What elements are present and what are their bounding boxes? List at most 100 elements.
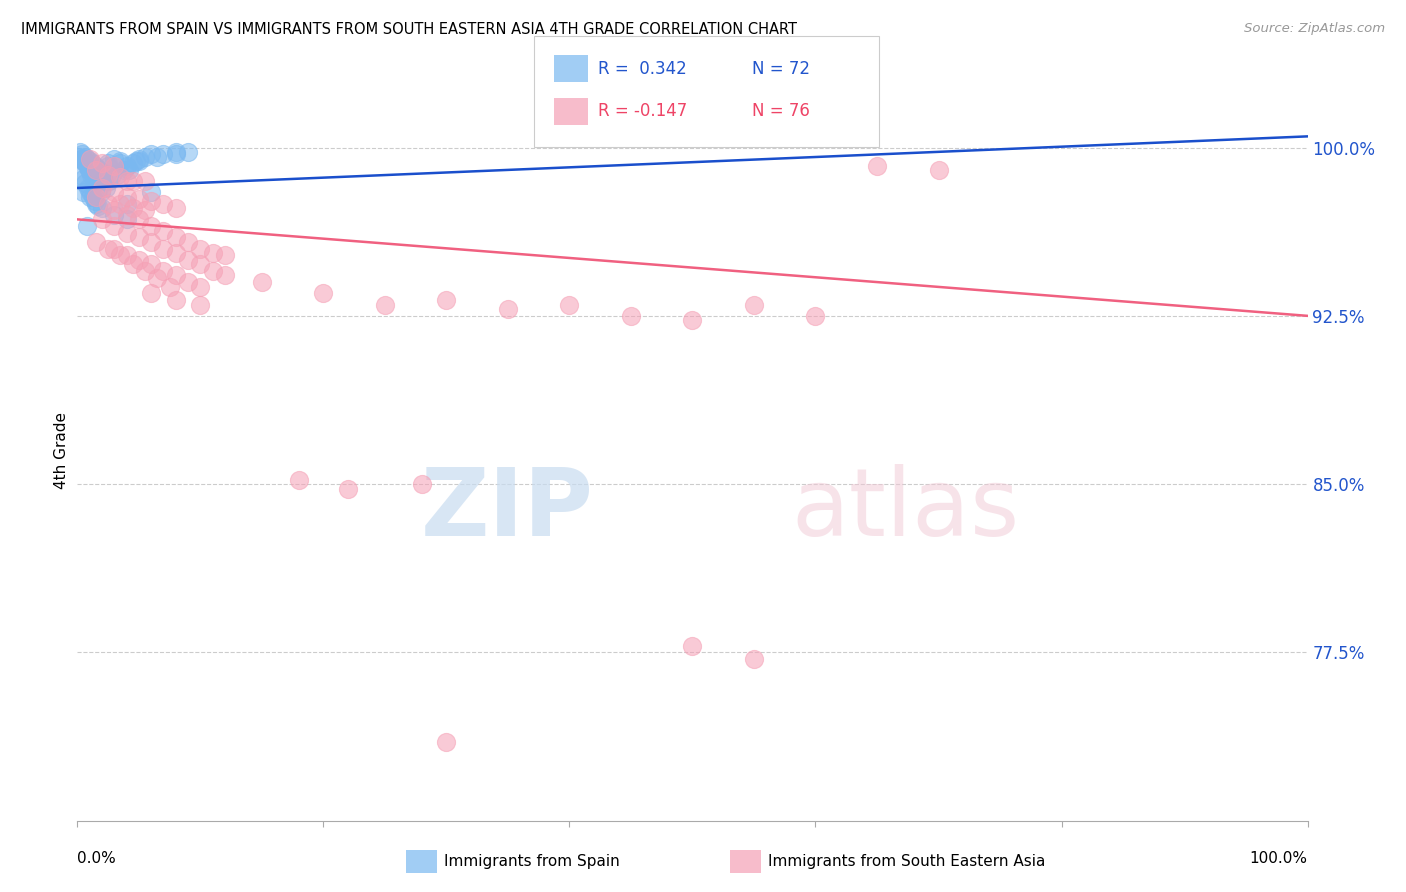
Point [165,230,187,244]
Point [134,264,156,278]
Point [177,275,200,289]
Point [97,196,120,211]
Point [201,246,224,260]
Point [201,264,224,278]
Point [188,242,212,256]
Point [110,156,132,170]
Point [866,159,889,173]
Point [121,257,143,271]
Point [152,264,174,278]
Point [682,313,704,327]
Point [141,235,163,249]
Point [125,154,148,169]
Point [134,174,156,188]
Text: R =  0.342: R = 0.342 [598,60,686,78]
Text: IMMIGRANTS FROM SPAIN VS IMMIGRANTS FROM SOUTH EASTERN ASIA 4TH GRADE CORRELATIO: IMMIGRANTS FROM SPAIN VS IMMIGRANTS FROM… [21,22,797,37]
Point [312,286,335,301]
Point [152,196,174,211]
Point [67,150,90,164]
Point [105,168,128,182]
Point [70,152,93,166]
Point [177,235,200,249]
Point [121,201,143,215]
Y-axis label: 4th Grade: 4th Grade [53,412,69,489]
Point [115,226,138,240]
Point [93,174,115,188]
Point [188,257,212,271]
Point [103,159,125,173]
Text: 0.0%: 0.0% [77,851,117,866]
Point [188,279,212,293]
Point [98,174,121,188]
Point [110,196,132,211]
Point [436,735,458,749]
Point [165,246,187,260]
Point [69,168,91,182]
Point [165,293,187,307]
Point [141,194,163,209]
Text: R = -0.147: R = -0.147 [598,103,686,120]
Point [97,168,120,182]
Point [146,150,169,164]
Point [115,159,138,173]
Text: Immigrants from South Eastern Asia: Immigrants from South Eastern Asia [768,855,1045,869]
Point [115,174,138,188]
Point [110,248,132,262]
Point [177,145,200,159]
Text: Immigrants from Spain: Immigrants from Spain [444,855,620,869]
Point [89,163,111,178]
Point [103,203,125,218]
Point [177,252,200,267]
Point [128,212,150,227]
Point [188,298,212,312]
Point [87,168,110,182]
Point [165,201,187,215]
Point [79,186,101,200]
Point [90,169,112,184]
Point [620,309,643,323]
Point [128,152,150,166]
Point [84,196,107,211]
Point [82,163,104,178]
Point [128,154,150,169]
Point [84,163,107,178]
Point [115,196,138,211]
Point [804,309,827,323]
Point [103,242,125,256]
Point [69,145,91,159]
Point [742,652,765,666]
Point [436,293,458,307]
Text: N = 72: N = 72 [752,60,810,78]
Text: Source: ZipAtlas.com: Source: ZipAtlas.com [1244,22,1385,36]
Point [83,172,105,186]
Point [79,152,101,166]
Point [103,208,125,222]
Point [75,177,97,191]
Point [682,639,704,653]
Point [91,172,114,186]
Point [90,156,114,170]
Point [141,219,163,233]
Point [496,302,519,317]
Point [118,163,141,178]
Point [76,159,98,173]
Point [77,163,100,178]
Point [77,159,100,173]
Point [214,248,236,262]
Point [86,199,108,213]
Point [97,159,120,173]
Point [90,186,112,200]
Point [141,147,163,161]
Text: N = 76: N = 76 [752,103,810,120]
Point [97,156,120,170]
Point [250,275,273,289]
Point [82,156,104,170]
Point [75,156,97,170]
Point [159,279,181,293]
Point [72,154,94,169]
Point [146,270,169,285]
Point [134,203,156,218]
Point [79,190,101,204]
Point [90,201,114,215]
Point [115,208,138,222]
